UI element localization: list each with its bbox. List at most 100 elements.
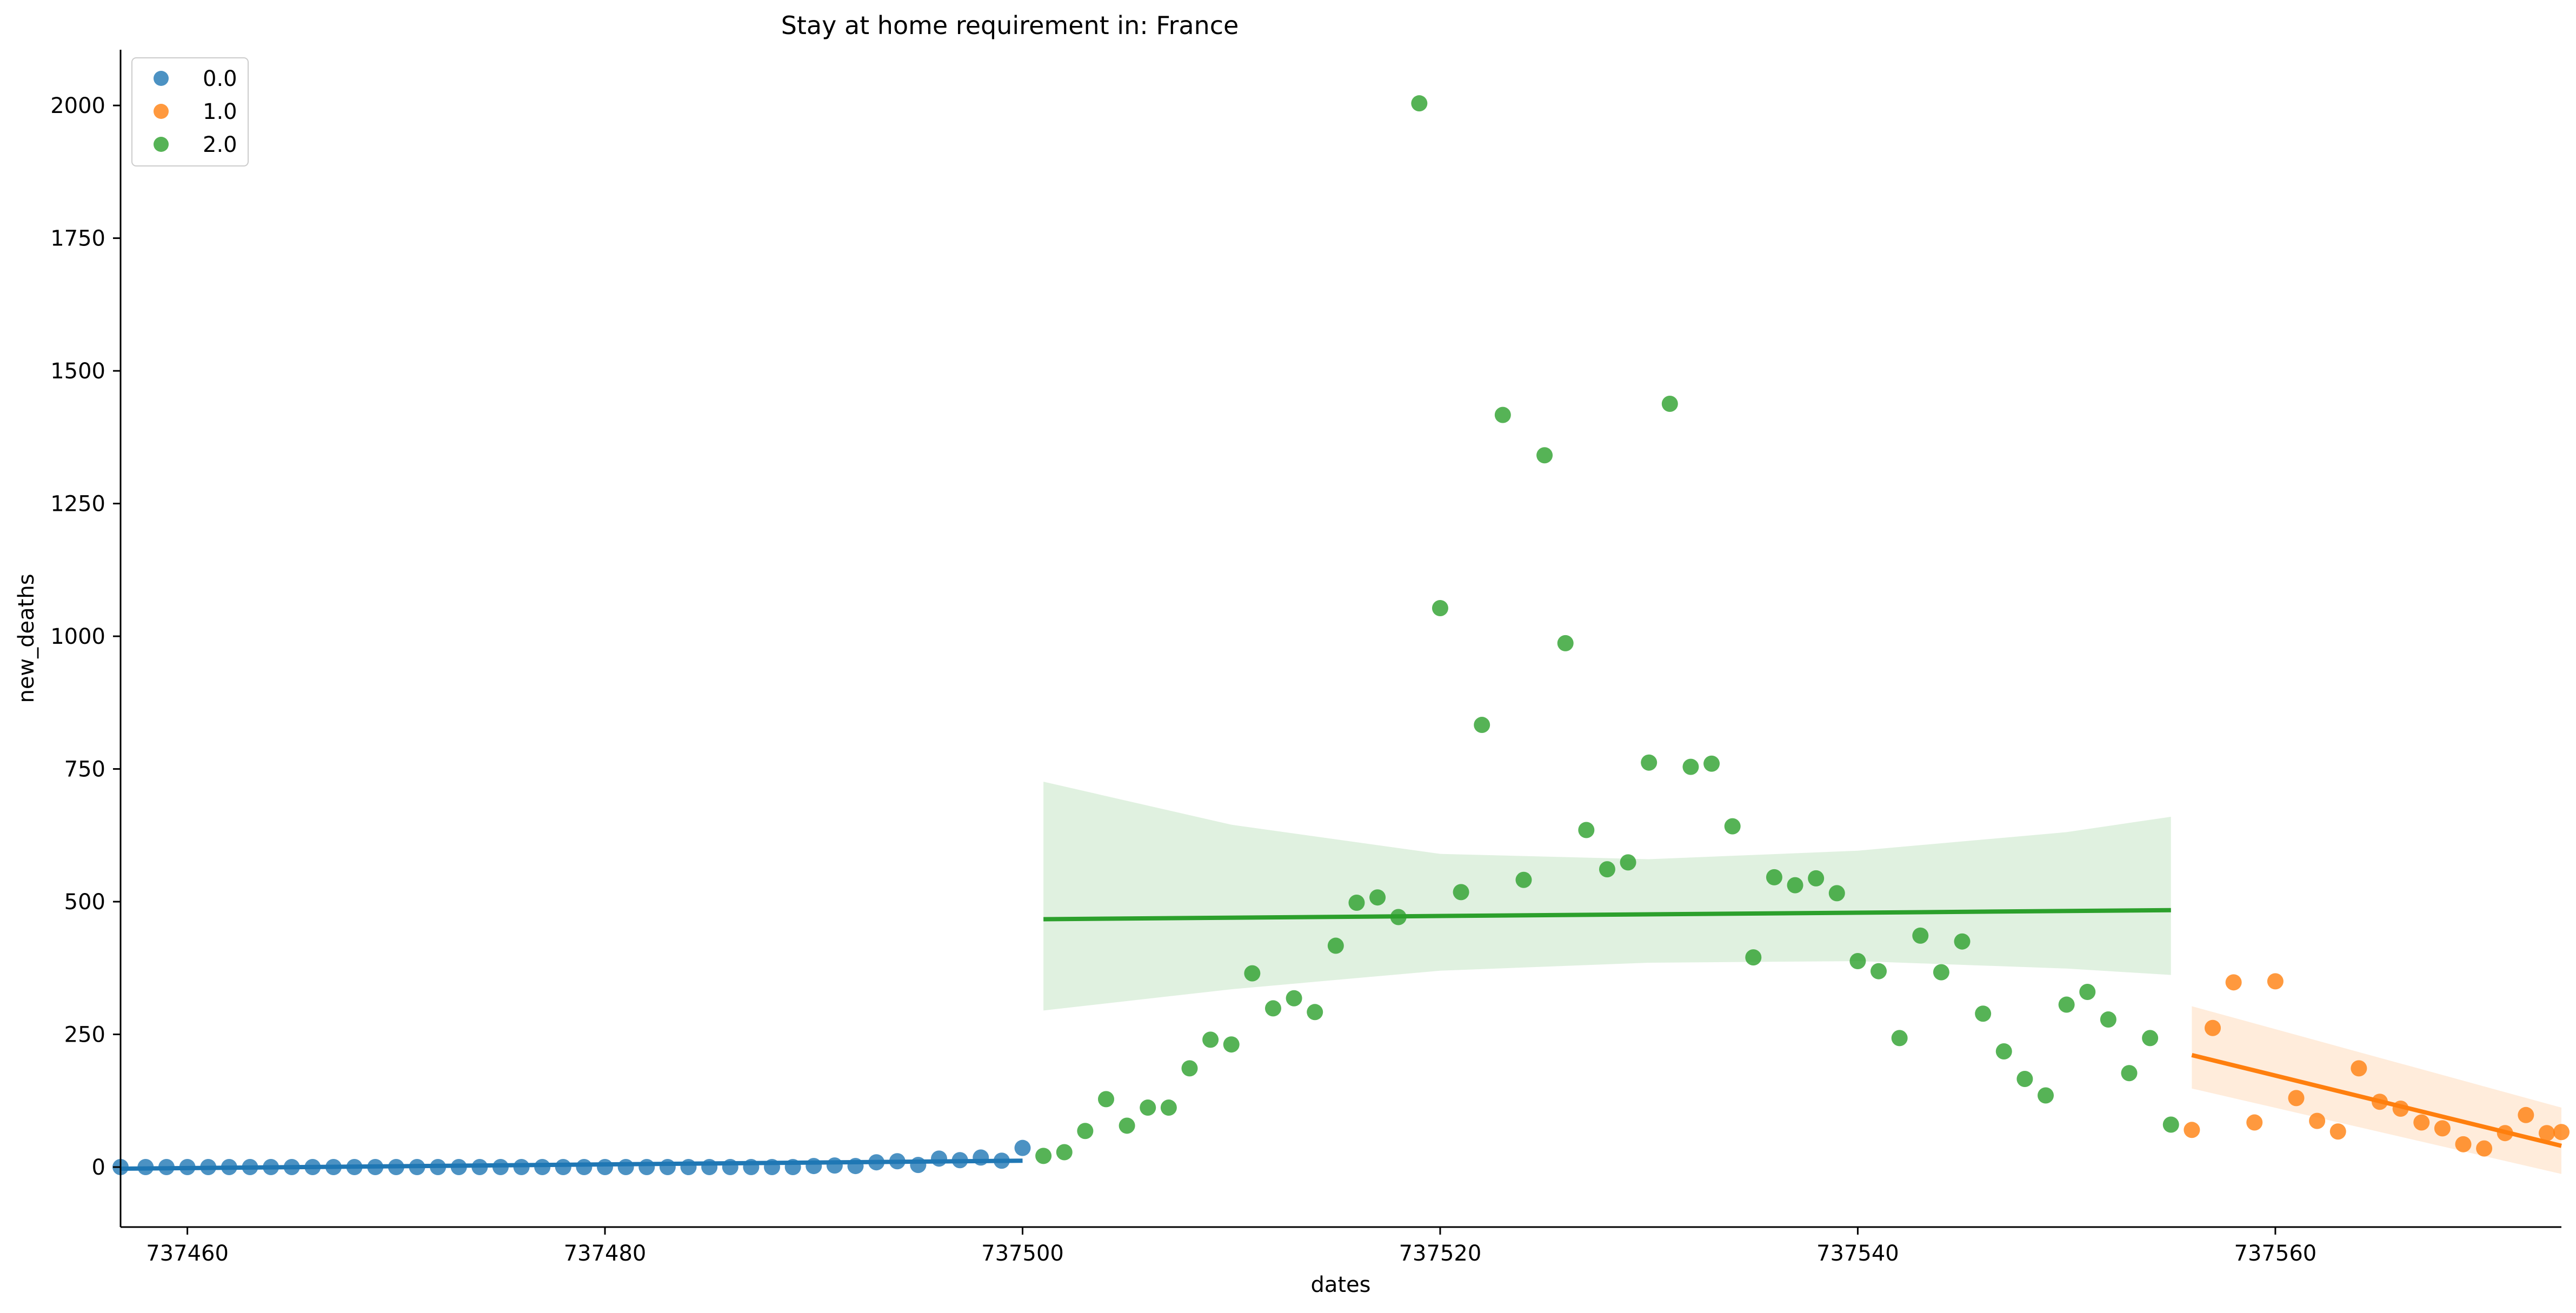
data-point: [200, 1159, 217, 1176]
data-point: [1828, 885, 1845, 902]
data-point: [743, 1159, 760, 1176]
data-point: [868, 1154, 885, 1171]
data-point: [1474, 717, 1490, 734]
data-point: [1181, 1060, 1198, 1077]
data-point: [1264, 1000, 1281, 1017]
data-point: [1515, 871, 1532, 888]
data-point: [1891, 1030, 1908, 1047]
data-point: [2100, 1011, 2116, 1028]
legend: 0.0 1.0 2.0: [131, 57, 249, 166]
data-point: [450, 1159, 467, 1176]
data-point: [1620, 854, 1636, 871]
y-tick-label: 0: [92, 1155, 105, 1180]
data-point: [806, 1158, 822, 1175]
data-point: [1390, 909, 1407, 925]
data-point: [638, 1159, 655, 1176]
data-point: [471, 1159, 488, 1176]
data-point: [409, 1159, 425, 1176]
data-point: [847, 1158, 864, 1175]
data-point: [2434, 1120, 2451, 1137]
data-point: [242, 1159, 258, 1176]
data-point: [1202, 1031, 1219, 1048]
data-point: [2016, 1071, 2033, 1088]
legend-marker-1: [154, 104, 169, 119]
data-point: [2246, 1114, 2263, 1131]
x-tick-label: 737480: [564, 1241, 647, 1266]
y-ticks: 0 250 500 750 1000 1250 1500 1750 2000: [50, 94, 121, 1180]
data-point: [513, 1159, 530, 1176]
data-point: [2392, 1101, 2409, 1117]
legend-marker-2: [154, 137, 169, 152]
data-point: [1954, 933, 1971, 950]
data-point: [2413, 1114, 2430, 1131]
y-tick-label: 1000: [50, 624, 105, 649]
data-point: [1348, 895, 1365, 911]
y-tick-label: 250: [64, 1023, 105, 1048]
data-point: [2371, 1094, 2388, 1110]
data-point: [1995, 1043, 2012, 1059]
data-point: [1494, 406, 1511, 423]
data-point: [1160, 1099, 1177, 1116]
y-tick-label: 750: [64, 757, 105, 782]
data-point: [2329, 1123, 2346, 1140]
data-point: [1411, 95, 1428, 112]
data-point: [1035, 1148, 1052, 1164]
data-point: [2121, 1065, 2138, 1082]
confidence-band-2: [1043, 782, 2171, 1011]
data-point: [1119, 1117, 1135, 1134]
data-point: [2205, 1019, 2221, 1036]
data-point: [1056, 1144, 1073, 1161]
data-point: [2162, 1116, 2179, 1133]
data-point: [680, 1159, 697, 1176]
data-point: [1787, 877, 1803, 894]
x-tick-label: 737540: [1816, 1241, 1899, 1266]
data-point: [659, 1159, 676, 1176]
data-point: [826, 1157, 843, 1174]
legend-label-1: 1.0: [203, 99, 237, 124]
data-point: [784, 1159, 801, 1176]
data-point: [2225, 974, 2242, 991]
data-point: [2267, 973, 2284, 990]
data-point: [283, 1159, 300, 1176]
data-point: [1307, 1004, 1323, 1021]
x-axis-title: dates: [1310, 1272, 1370, 1297]
data-point: [1599, 861, 1615, 878]
legend-marker-0: [154, 71, 169, 86]
data-point: [1432, 600, 1448, 617]
data-point: [263, 1159, 279, 1176]
legend-label-2: 2.0: [203, 132, 237, 157]
data-point: [1369, 889, 1386, 906]
data-point: [973, 1149, 989, 1166]
data-point: [1097, 1091, 1114, 1108]
data-point: [1871, 963, 1887, 979]
data-point: [2553, 1124, 2570, 1141]
data-point: [993, 1152, 1010, 1169]
data-point: [346, 1159, 363, 1176]
data-point: [931, 1150, 948, 1167]
data-point: [910, 1157, 927, 1174]
data-points: [112, 95, 2570, 1176]
data-point: [1014, 1139, 1031, 1156]
data-point: [325, 1159, 342, 1176]
data-point: [2079, 983, 2096, 1000]
data-point: [701, 1159, 718, 1176]
data-point: [2351, 1060, 2367, 1077]
y-tick-label: 1750: [50, 226, 105, 251]
data-point: [951, 1152, 968, 1169]
data-point: [617, 1159, 634, 1176]
data-point: [597, 1159, 614, 1176]
data-point: [1933, 964, 1949, 981]
data-point: [430, 1159, 447, 1176]
y-tick-label: 500: [64, 890, 105, 915]
data-point: [492, 1159, 509, 1176]
data-point: [555, 1159, 571, 1176]
data-point: [221, 1159, 237, 1176]
data-point: [1641, 754, 1658, 771]
y-tick-label: 1500: [50, 359, 105, 384]
data-point: [1912, 927, 1929, 944]
data-point: [2476, 1140, 2493, 1157]
data-point: [2142, 1030, 2159, 1047]
data-point: [1327, 937, 1344, 954]
data-point: [1077, 1123, 1094, 1139]
